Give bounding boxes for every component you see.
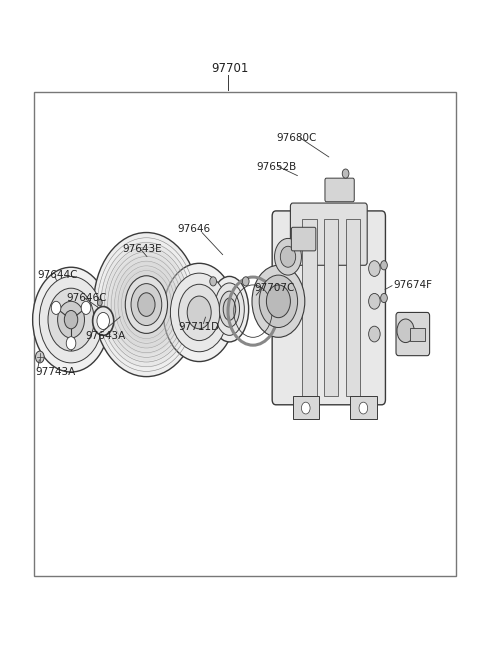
Circle shape bbox=[381, 261, 387, 270]
Text: 97711D: 97711D bbox=[179, 322, 220, 333]
Ellipse shape bbox=[215, 283, 244, 335]
Bar bbox=[324, 219, 338, 396]
Bar bbox=[350, 396, 377, 419]
FancyBboxPatch shape bbox=[290, 203, 367, 265]
Text: 97646: 97646 bbox=[178, 224, 211, 234]
Circle shape bbox=[39, 276, 103, 363]
Circle shape bbox=[97, 312, 109, 329]
Circle shape bbox=[64, 310, 78, 329]
Circle shape bbox=[58, 301, 84, 338]
Circle shape bbox=[369, 293, 380, 309]
Circle shape bbox=[252, 265, 305, 337]
Bar bbox=[346, 219, 360, 396]
Text: 97646C: 97646C bbox=[66, 293, 107, 303]
Circle shape bbox=[275, 238, 301, 275]
FancyBboxPatch shape bbox=[325, 178, 354, 202]
Bar bbox=[302, 219, 317, 396]
Circle shape bbox=[131, 284, 162, 326]
Text: 97643E: 97643E bbox=[122, 244, 162, 254]
Circle shape bbox=[36, 351, 44, 363]
Text: 97680C: 97680C bbox=[276, 132, 316, 143]
Circle shape bbox=[66, 337, 76, 350]
Polygon shape bbox=[101, 242, 192, 367]
Text: 97701: 97701 bbox=[212, 62, 249, 75]
Circle shape bbox=[187, 296, 211, 329]
Ellipse shape bbox=[219, 291, 240, 327]
Circle shape bbox=[280, 246, 296, 267]
Circle shape bbox=[369, 261, 380, 276]
FancyBboxPatch shape bbox=[291, 227, 316, 251]
FancyBboxPatch shape bbox=[396, 312, 430, 356]
Circle shape bbox=[48, 288, 94, 351]
Circle shape bbox=[369, 326, 380, 342]
Circle shape bbox=[97, 299, 102, 306]
Polygon shape bbox=[120, 269, 173, 341]
Circle shape bbox=[266, 285, 290, 318]
Circle shape bbox=[242, 277, 249, 286]
Circle shape bbox=[301, 402, 310, 414]
Circle shape bbox=[259, 275, 298, 328]
Circle shape bbox=[163, 263, 235, 362]
Circle shape bbox=[93, 307, 114, 335]
Circle shape bbox=[397, 319, 414, 343]
Circle shape bbox=[342, 169, 349, 178]
Bar bbox=[293, 396, 319, 419]
Text: 97643A: 97643A bbox=[85, 331, 126, 341]
Circle shape bbox=[138, 293, 155, 316]
Text: 97644C: 97644C bbox=[37, 270, 78, 280]
Ellipse shape bbox=[223, 298, 236, 320]
Text: 97652B: 97652B bbox=[257, 162, 297, 172]
Circle shape bbox=[381, 293, 387, 303]
Text: 97743A: 97743A bbox=[35, 367, 75, 377]
Circle shape bbox=[359, 402, 368, 414]
Circle shape bbox=[81, 301, 91, 314]
Polygon shape bbox=[115, 262, 178, 347]
Text: 97707C: 97707C bbox=[254, 283, 295, 293]
Polygon shape bbox=[106, 249, 187, 360]
Polygon shape bbox=[110, 255, 182, 354]
Ellipse shape bbox=[210, 276, 249, 342]
Bar bbox=[34, 92, 456, 576]
Circle shape bbox=[210, 277, 216, 286]
Bar bbox=[410, 328, 425, 341]
FancyBboxPatch shape bbox=[272, 211, 385, 405]
Circle shape bbox=[51, 301, 61, 314]
Text: 97674F: 97674F bbox=[394, 280, 432, 290]
Circle shape bbox=[33, 267, 109, 372]
Circle shape bbox=[94, 233, 199, 377]
Circle shape bbox=[125, 276, 168, 333]
Circle shape bbox=[179, 284, 220, 341]
Circle shape bbox=[170, 273, 228, 352]
